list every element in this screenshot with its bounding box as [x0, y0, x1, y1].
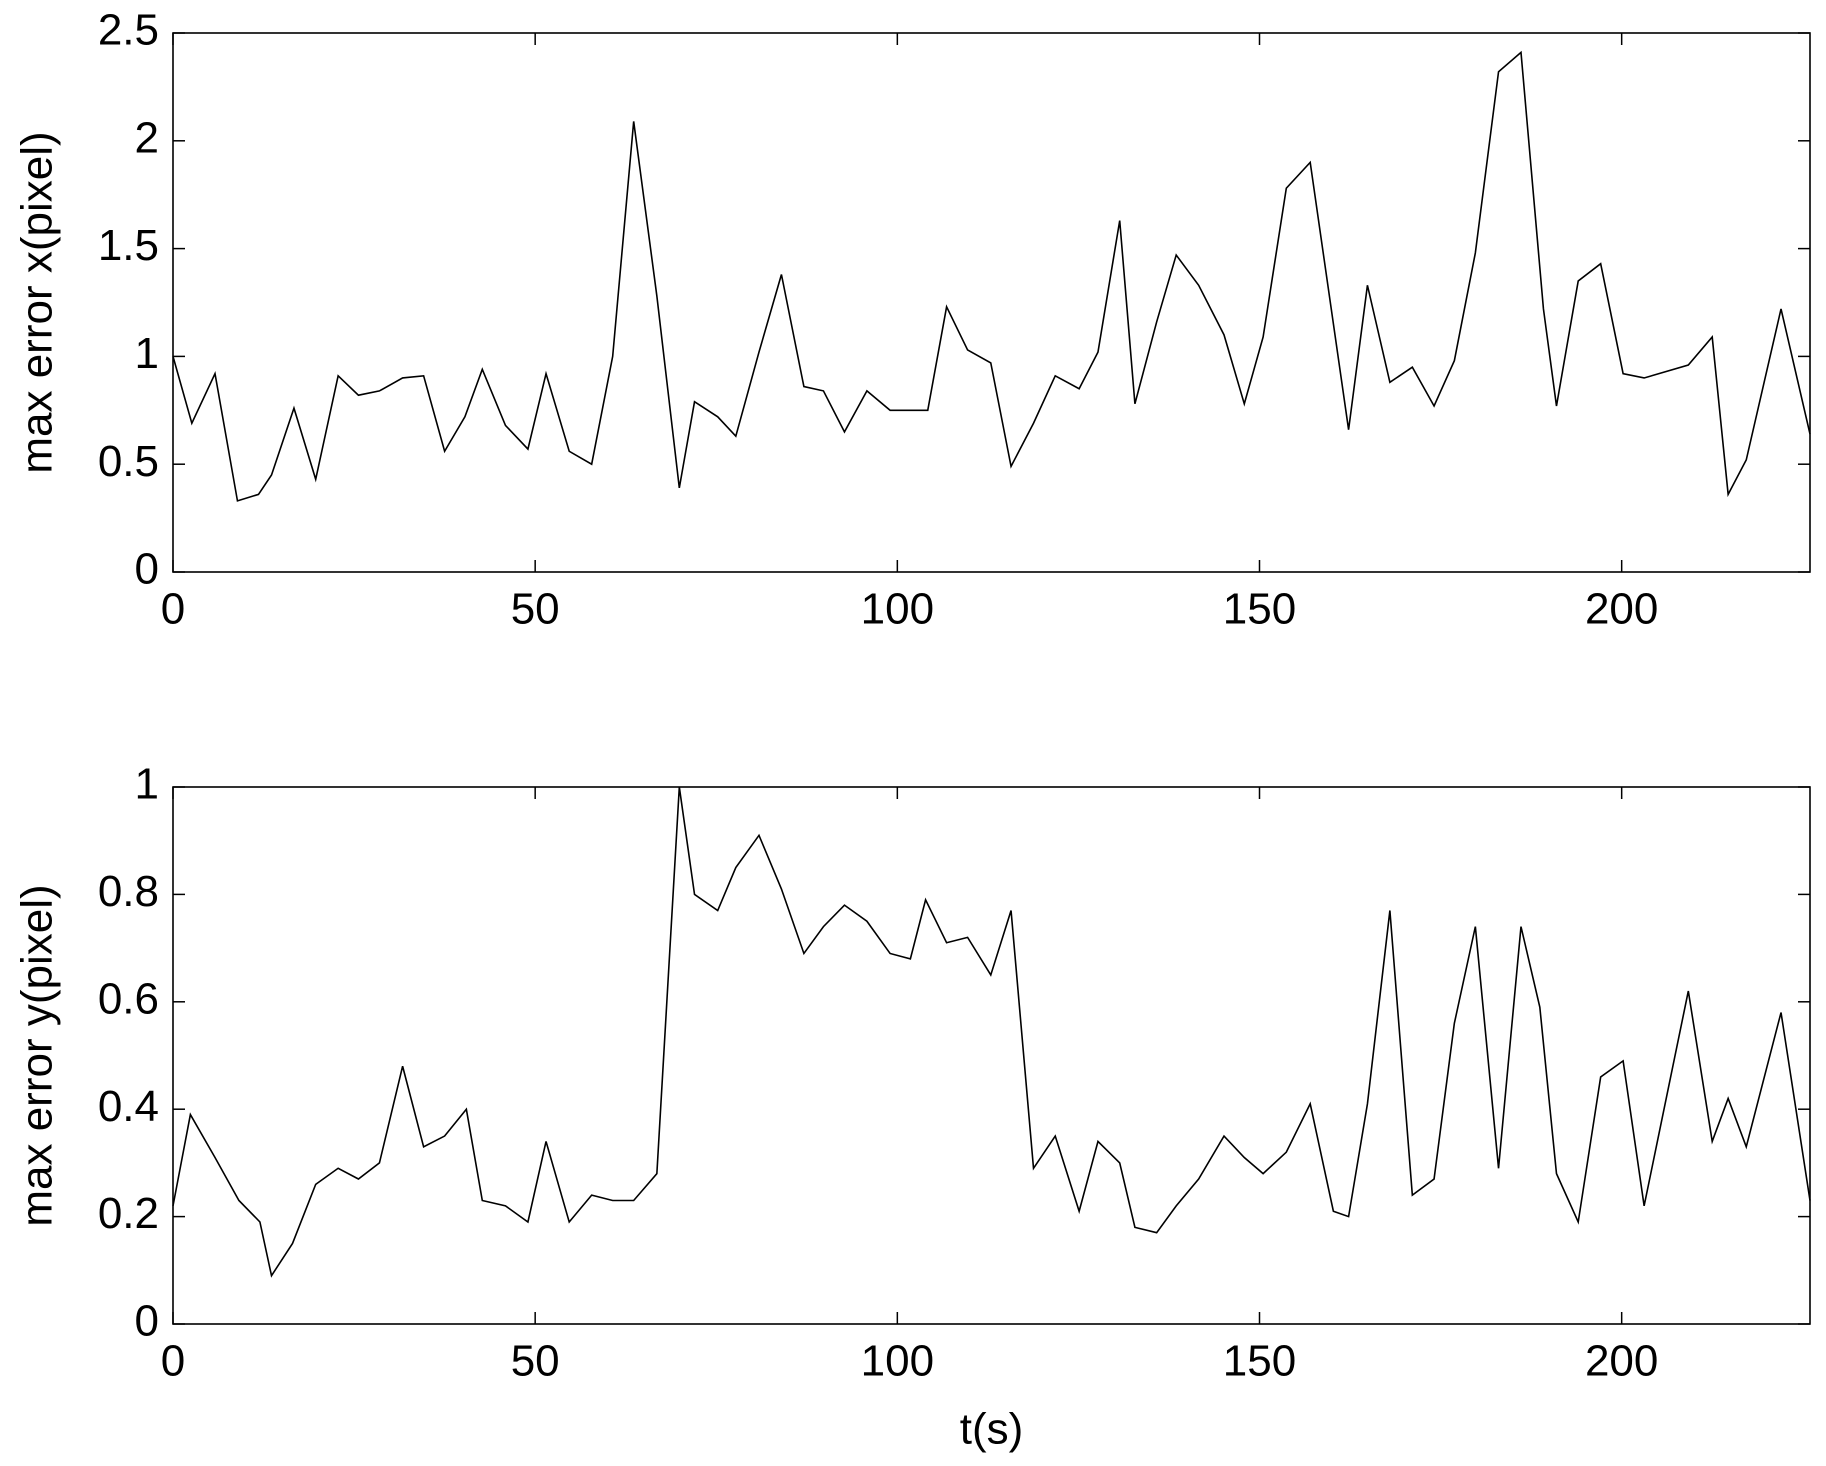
data-line: [172, 786, 1811, 1278]
y-tick-label: 1: [135, 329, 159, 378]
plot-frame: [172, 32, 1811, 573]
y-tick-label: 0.8: [98, 867, 159, 916]
y-axis-label: max error x(pixel): [13, 131, 62, 473]
y-tick-label: 0.2: [98, 1189, 159, 1238]
x-axis-label: t(s): [960, 1405, 1024, 1454]
x-tick-label: 150: [1223, 1337, 1296, 1386]
x-tick-label: 150: [1223, 585, 1296, 634]
y-tick-label: 1: [135, 760, 159, 809]
y-tick-label: 0.5: [98, 437, 159, 486]
x-tick-label: 100: [861, 1337, 934, 1386]
x-tick-label: 50: [511, 585, 560, 634]
y-tick-label: 2: [135, 113, 159, 162]
y-axis-label: max error y(pixel): [13, 884, 62, 1226]
x-tick-label: 200: [1585, 585, 1658, 634]
y-tick-label: 2.5: [98, 6, 159, 55]
y-tick-label: 0.6: [98, 974, 159, 1023]
y-tick-label: 1.5: [98, 221, 159, 270]
plot-frame: [172, 786, 1811, 1325]
y-tick-label: 0: [135, 545, 159, 594]
x-tick-label: 50: [511, 1337, 560, 1386]
x-tick-label: 200: [1585, 1337, 1658, 1386]
y-tick-label: 0: [135, 1297, 159, 1346]
y-tick-label: 0.4: [98, 1082, 159, 1131]
x-tick-label: 0: [161, 1337, 185, 1386]
data-line: [172, 50, 1811, 502]
x-tick-label: 0: [161, 585, 185, 634]
x-tick-label: 100: [861, 585, 934, 634]
